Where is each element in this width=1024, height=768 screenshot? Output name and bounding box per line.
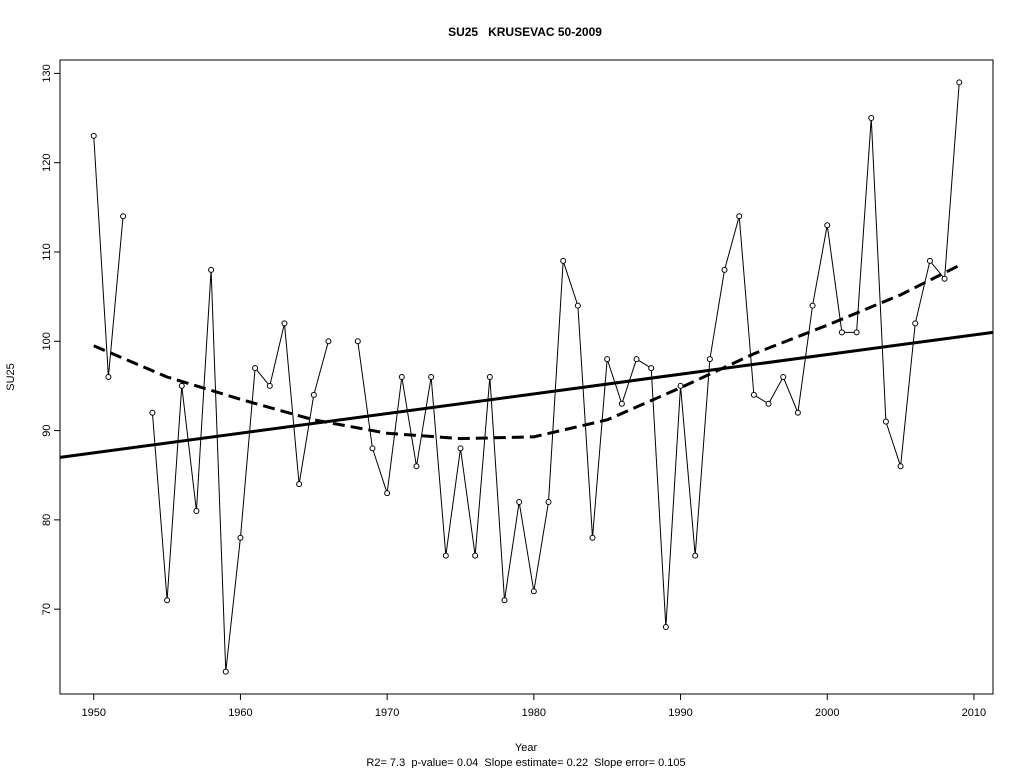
data-point — [354, 338, 361, 345]
x-tick-label: 1960 — [228, 707, 252, 719]
data-point — [105, 374, 112, 380]
data-point — [516, 499, 523, 506]
x-axis: 1950 1960 1970 1980 1990 2000 2010 — [81, 694, 986, 719]
data-point — [428, 374, 435, 380]
data-point — [281, 320, 288, 327]
data-point — [442, 552, 449, 559]
plot-area — [59, 59, 994, 695]
data-point — [457, 445, 464, 452]
data-point — [868, 115, 875, 122]
y-tick-label: 130 — [41, 64, 53, 82]
x-tick-label: 1990 — [668, 707, 692, 719]
y-axis-label: SU25 — [5, 363, 17, 391]
x-tick-label: 1980 — [522, 707, 546, 719]
data-point — [545, 499, 552, 506]
data-point — [765, 400, 772, 407]
data-point — [574, 302, 581, 309]
data-point — [912, 320, 919, 327]
data-point — [384, 490, 391, 497]
data-point — [706, 356, 713, 363]
data-point — [838, 329, 845, 336]
data-point — [120, 213, 127, 220]
observed-series-line — [357, 82, 960, 628]
data-point — [164, 597, 171, 604]
data-point — [677, 382, 684, 389]
data-point — [296, 481, 303, 488]
data-point — [662, 624, 669, 631]
y-axis: 70 80 90 100 110 120 130 — [41, 64, 60, 615]
data-point — [266, 382, 273, 389]
stats-footnote: R2= 7.3 p-value= 0.04 Slope estimate= 0.… — [366, 757, 685, 768]
data-point — [648, 365, 655, 372]
data-point — [369, 445, 376, 452]
data-point — [633, 356, 640, 363]
data-point — [222, 668, 229, 675]
data-point — [604, 356, 611, 363]
x-tick-label: 1950 — [81, 707, 105, 719]
data-point — [501, 597, 508, 604]
y-tick-label: 100 — [41, 332, 53, 350]
data-point — [398, 374, 405, 380]
data-point — [486, 374, 493, 380]
data-point — [325, 338, 332, 345]
data-point — [692, 552, 699, 559]
data-point — [589, 534, 596, 541]
data-point — [897, 463, 904, 470]
y-tick-label: 90 — [41, 424, 53, 436]
x-axis-label: Year — [515, 742, 538, 754]
data-point — [882, 418, 889, 425]
data-point — [149, 409, 156, 416]
chart-title: SU25 KRUSEVAC 50-2009 — [448, 25, 602, 39]
data-point — [252, 365, 259, 372]
data-point — [809, 302, 816, 309]
x-tick-label: 1970 — [375, 707, 399, 719]
data-point — [956, 79, 963, 86]
observed-series-line — [93, 135, 124, 378]
y-tick-label: 70 — [41, 603, 53, 615]
data-point — [472, 552, 479, 559]
data-point — [824, 222, 831, 229]
data-point — [237, 534, 244, 541]
y-tick-label: 80 — [41, 514, 53, 526]
x-tick-label: 2010 — [962, 707, 986, 719]
x-tick-label: 2000 — [815, 707, 839, 719]
data-point — [208, 266, 215, 273]
linear-trend-line — [59, 330, 994, 459]
data-point — [530, 588, 537, 595]
observed-series-line — [151, 269, 329, 672]
data-point — [90, 132, 97, 139]
data-point — [750, 391, 757, 398]
data-point — [721, 266, 728, 273]
series-layer — [59, 79, 994, 675]
data-point — [193, 507, 200, 514]
data-point — [780, 374, 787, 380]
y-tick-label: 120 — [41, 154, 53, 172]
y-tick-label: 110 — [41, 243, 53, 261]
data-point — [794, 409, 801, 416]
data-point — [560, 257, 567, 264]
smoothed-trend-curve — [93, 264, 960, 441]
data-point — [926, 257, 933, 264]
data-point — [736, 213, 743, 220]
data-point — [853, 329, 860, 336]
data-point — [310, 391, 317, 398]
data-point — [618, 400, 625, 407]
data-point — [178, 382, 185, 389]
data-point — [941, 275, 948, 282]
data-point — [413, 463, 420, 470]
